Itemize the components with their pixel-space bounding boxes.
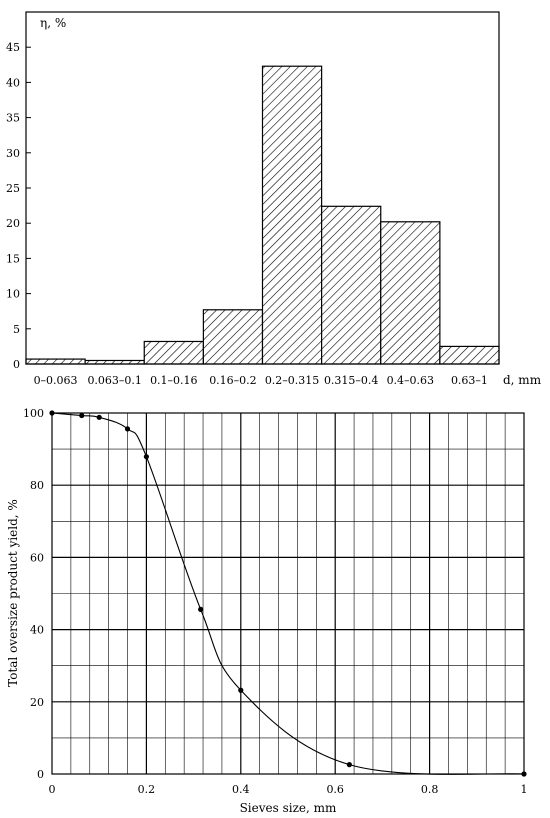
- histogram-x-tick-label: 0–0.063: [34, 374, 78, 387]
- histogram-y-tick-label: 0: [13, 358, 20, 371]
- histogram-x-axis-title: d, mm: [503, 373, 542, 387]
- cumulative-x-tick-label: 0.4: [232, 783, 250, 796]
- cumulative-y-tick-label: 100: [23, 407, 44, 420]
- histogram-y-tick-label: 15: [6, 252, 20, 265]
- histogram-x-tick-label: 0.16–0.2: [209, 374, 257, 387]
- cumulative-data-point: [521, 771, 527, 777]
- histogram-x-tick-label: 0.4–0.63: [387, 374, 435, 387]
- histogram-bars: [25, 65, 500, 365]
- cumulative-y-tick-labels: 0 20 40 60 80 100: [23, 407, 44, 781]
- histogram-y-tick-label: 20: [6, 217, 20, 230]
- histogram-bar: [143, 340, 204, 365]
- histogram-x-tick-labels: 0–0.063 0.063–0.1 0.1–0.16 0.16–0.2 0.2–0.31…: [34, 374, 488, 387]
- cumulative-x-tick-label: 0.8: [421, 783, 439, 796]
- cumulative-data-point: [346, 762, 352, 768]
- histogram-y-tick-label: 5: [13, 323, 20, 336]
- histogram-chart: 0 5 10 15 20 25 30 35 40 45 0–0.063 0.063–0.1 0.1–0…: [6, 11, 542, 387]
- cumulative-y-tick-label: 80: [30, 479, 44, 492]
- cumulative-x-tick-label: 0.2: [138, 783, 156, 796]
- histogram-x-tick-label: 0.2–0.315: [265, 374, 319, 387]
- cumulative-x-tick-label: 0: [49, 783, 56, 796]
- histogram-y-tick-label: 30: [6, 147, 20, 160]
- cumulative-y-tick-label: 20: [30, 696, 44, 709]
- histogram-x-tick-label: 0.315–0.4: [324, 374, 378, 387]
- histogram-y-tick-label: 40: [6, 76, 20, 89]
- histogram-x-tick-label: 0.063–0.1: [87, 374, 141, 387]
- histogram-y-tick-label: 45: [6, 41, 20, 54]
- histogram-bar: [202, 309, 264, 365]
- cumulative-frame: [51, 412, 525, 775]
- cumulative-grid: [52, 413, 524, 774]
- cumulative-data-point: [79, 412, 85, 419]
- histogram-y-tick-label: 10: [6, 288, 20, 301]
- histogram-y-axis-title: η, %: [40, 16, 66, 30]
- histogram-x-tick-label: 0.1–0.16: [150, 374, 198, 387]
- cumulative-y-tick-label: 0: [37, 768, 44, 781]
- histogram-x-tick-label: 0.63–1: [451, 374, 488, 387]
- histogram-y-ticks: 0 5 10 15 20 25 30 35 40 45: [6, 41, 31, 371]
- cumulative-data-point: [238, 687, 244, 693]
- histogram-bar: [261, 65, 323, 365]
- cumulative-curve-chart: 0 20 40 60 80 100 0 0.2 0.4 0.6 0.8 1 Sieves size,…: [6, 407, 528, 815]
- cumulative-y-axis-title: Total oversize product yield, %: [6, 499, 20, 687]
- cumulative-data-point: [124, 426, 131, 432]
- cumulative-data-point: [49, 410, 55, 416]
- cumulative-data-point: [198, 606, 204, 612]
- cumulative-data-point: [143, 454, 149, 460]
- cumulative-y-tick-label: 40: [30, 624, 44, 637]
- histogram-y-tick-label: 35: [6, 112, 20, 125]
- histogram-bar: [380, 221, 441, 365]
- histogram-y-tick-label: 25: [6, 182, 20, 195]
- cumulative-x-tick-label: 1: [521, 783, 528, 796]
- cumulative-x-tick-labels: 0 0.2 0.4 0.6 0.8 1: [49, 783, 528, 796]
- cumulative-data-point: [96, 414, 102, 420]
- cumulative-data-points: [49, 410, 527, 777]
- cumulative-x-axis-title: Sieves size, mm: [240, 801, 337, 815]
- histogram-bar: [25, 358, 86, 365]
- cumulative-y-tick-label: 60: [30, 551, 44, 564]
- histogram-bar: [321, 205, 382, 365]
- histogram-bar: [439, 345, 500, 365]
- cumulative-x-tick-label: 0.6: [326, 783, 344, 796]
